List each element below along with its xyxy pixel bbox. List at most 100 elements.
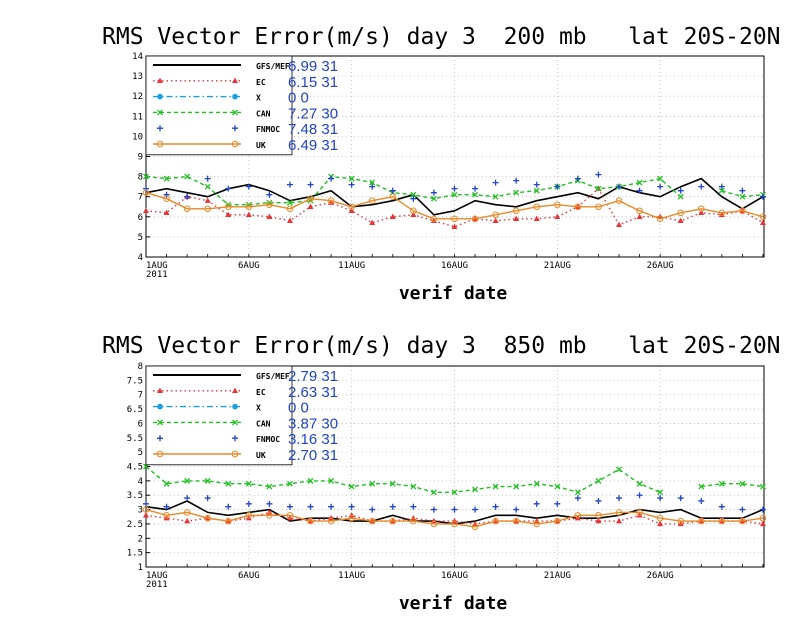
legend-stat: 3.87 30 — [288, 415, 338, 432]
data-point — [307, 195, 314, 203]
data-point — [307, 503, 314, 510]
data-point — [677, 495, 684, 502]
y-tick-label: 4.5 — [127, 463, 143, 473]
data-point — [287, 480, 293, 487]
data-point — [698, 483, 705, 490]
data-point — [451, 215, 458, 223]
data-point — [157, 93, 163, 100]
data-point — [533, 500, 540, 507]
data-point — [739, 480, 746, 487]
legend-label: X — [256, 94, 261, 103]
data-point — [389, 480, 396, 487]
data-point — [163, 195, 170, 203]
data-point — [554, 500, 561, 507]
data-point — [636, 213, 643, 219]
data-point — [615, 197, 623, 205]
data-point — [328, 477, 335, 484]
data-point — [492, 517, 499, 525]
data-point — [369, 219, 376, 226]
y-tick-label: 4 — [138, 253, 143, 263]
data-point — [533, 203, 541, 211]
data-point — [616, 221, 623, 228]
legend-label: UK — [256, 141, 266, 150]
data-point — [286, 181, 293, 188]
data-point — [718, 209, 726, 217]
data-point — [472, 191, 479, 198]
data-point — [656, 514, 664, 522]
data-point — [533, 187, 540, 194]
data-point — [286, 503, 293, 510]
data-point — [286, 205, 294, 213]
data-point — [636, 480, 643, 487]
data-point — [451, 223, 458, 230]
legend-label: X — [256, 404, 261, 413]
legend-stat: 6.49 31 — [288, 137, 338, 154]
data-point — [410, 517, 417, 525]
data-point — [451, 520, 458, 528]
legend-label: UK — [256, 451, 266, 460]
data-point — [554, 183, 561, 190]
data-point — [204, 205, 211, 213]
data-point — [157, 419, 163, 426]
data-point — [184, 495, 191, 502]
data-point — [718, 517, 726, 525]
data-point — [232, 125, 238, 132]
data-point — [184, 193, 191, 200]
data-point — [232, 77, 238, 83]
x-axis-label-200mb: verif date — [399, 283, 508, 304]
x-tick-label: 26AUG — [647, 261, 674, 271]
data-point — [389, 193, 397, 200]
x-tick-label: 11AUG — [338, 261, 365, 271]
data-point — [369, 183, 376, 190]
y-tick-label: 5.5 — [127, 434, 143, 444]
data-point — [232, 93, 238, 100]
series-uk — [142, 506, 767, 531]
data-point — [636, 179, 643, 186]
data-point — [739, 506, 746, 513]
data-point — [266, 191, 273, 198]
data-point — [231, 450, 239, 458]
data-point — [157, 125, 163, 132]
series-can — [143, 173, 766, 208]
data-point — [616, 183, 623, 190]
y-tick-label: 11 — [132, 112, 143, 122]
data-point — [533, 480, 540, 487]
legend-label: GFS/MEF — [256, 372, 290, 381]
data-point — [232, 403, 238, 410]
data-point — [389, 213, 396, 219]
data-point — [760, 483, 766, 490]
legend-stat: 0 0 — [288, 400, 309, 417]
data-point — [184, 517, 191, 524]
data-point — [472, 486, 479, 493]
data-point — [204, 183, 211, 190]
data-point — [142, 189, 150, 196]
data-point — [225, 503, 232, 510]
data-point — [410, 207, 417, 215]
data-point — [718, 480, 725, 487]
y-tick-label: 1 — [138, 563, 143, 573]
data-point — [574, 203, 582, 211]
data-point — [677, 209, 685, 217]
data-point — [718, 503, 725, 510]
series-can — [143, 463, 766, 496]
data-point — [472, 506, 479, 513]
data-point — [410, 483, 417, 490]
y-tick-label: 7.5 — [127, 376, 143, 386]
data-point — [286, 217, 293, 224]
data-point — [143, 185, 149, 192]
legend-label: CAN — [256, 109, 271, 118]
data-point — [718, 187, 725, 194]
data-point — [231, 140, 239, 148]
data-point — [157, 403, 163, 410]
x-tick-label: 11AUG — [338, 571, 365, 581]
data-point — [595, 477, 602, 484]
data-point — [533, 215, 540, 222]
data-point — [759, 219, 766, 226]
y-tick-label: 3.5 — [127, 491, 143, 501]
data-point — [307, 181, 314, 188]
data-point — [369, 506, 376, 513]
data-point — [307, 477, 314, 484]
data-point — [348, 483, 355, 490]
data-point — [143, 173, 149, 180]
data-point — [513, 177, 520, 184]
